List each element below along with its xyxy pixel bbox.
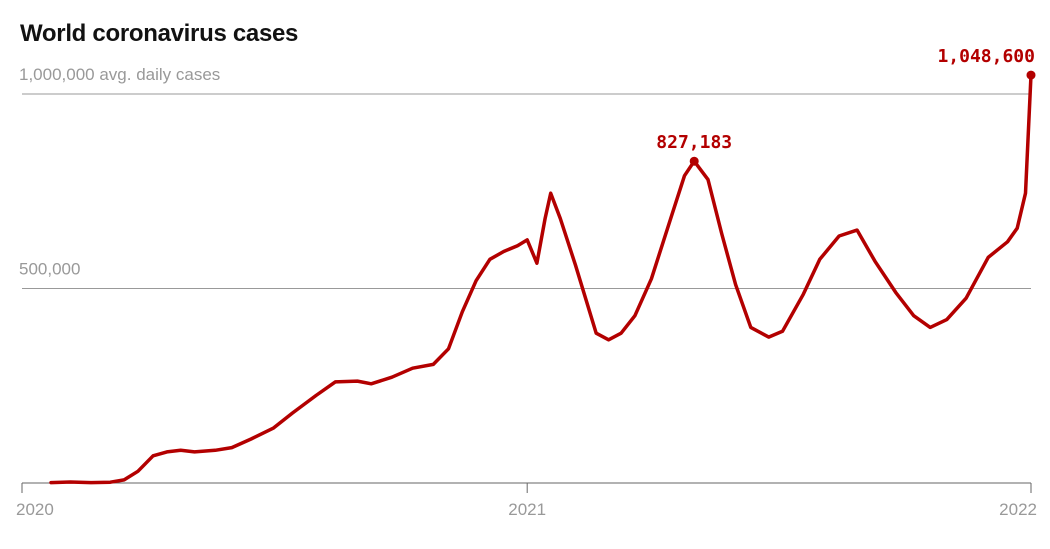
y-tick-label: 500,000 [19, 260, 80, 279]
annotations: 827,183 1,048,600 [656, 46, 1036, 166]
x-axis: 2020 2021 2022 [16, 482, 1037, 519]
gridlines: 1,000,000 avg. daily cases 500,000 [19, 65, 1031, 289]
x-tick-label: 2022 [999, 500, 1037, 519]
series-line [49, 73, 1033, 485]
annotation-label: 1,048,600 [937, 46, 1035, 67]
annotation-marker [1026, 70, 1036, 80]
annotation-label: 827,183 [656, 132, 732, 153]
y-tick-label: 1,000,000 avg. daily cases [19, 65, 220, 84]
x-tick-label: 2021 [508, 500, 546, 519]
series-layer [49, 73, 1033, 485]
annotation-marker [689, 156, 699, 166]
chart-title: World coronavirus cases [20, 20, 299, 47]
x-tick-label: 2020 [16, 500, 54, 519]
